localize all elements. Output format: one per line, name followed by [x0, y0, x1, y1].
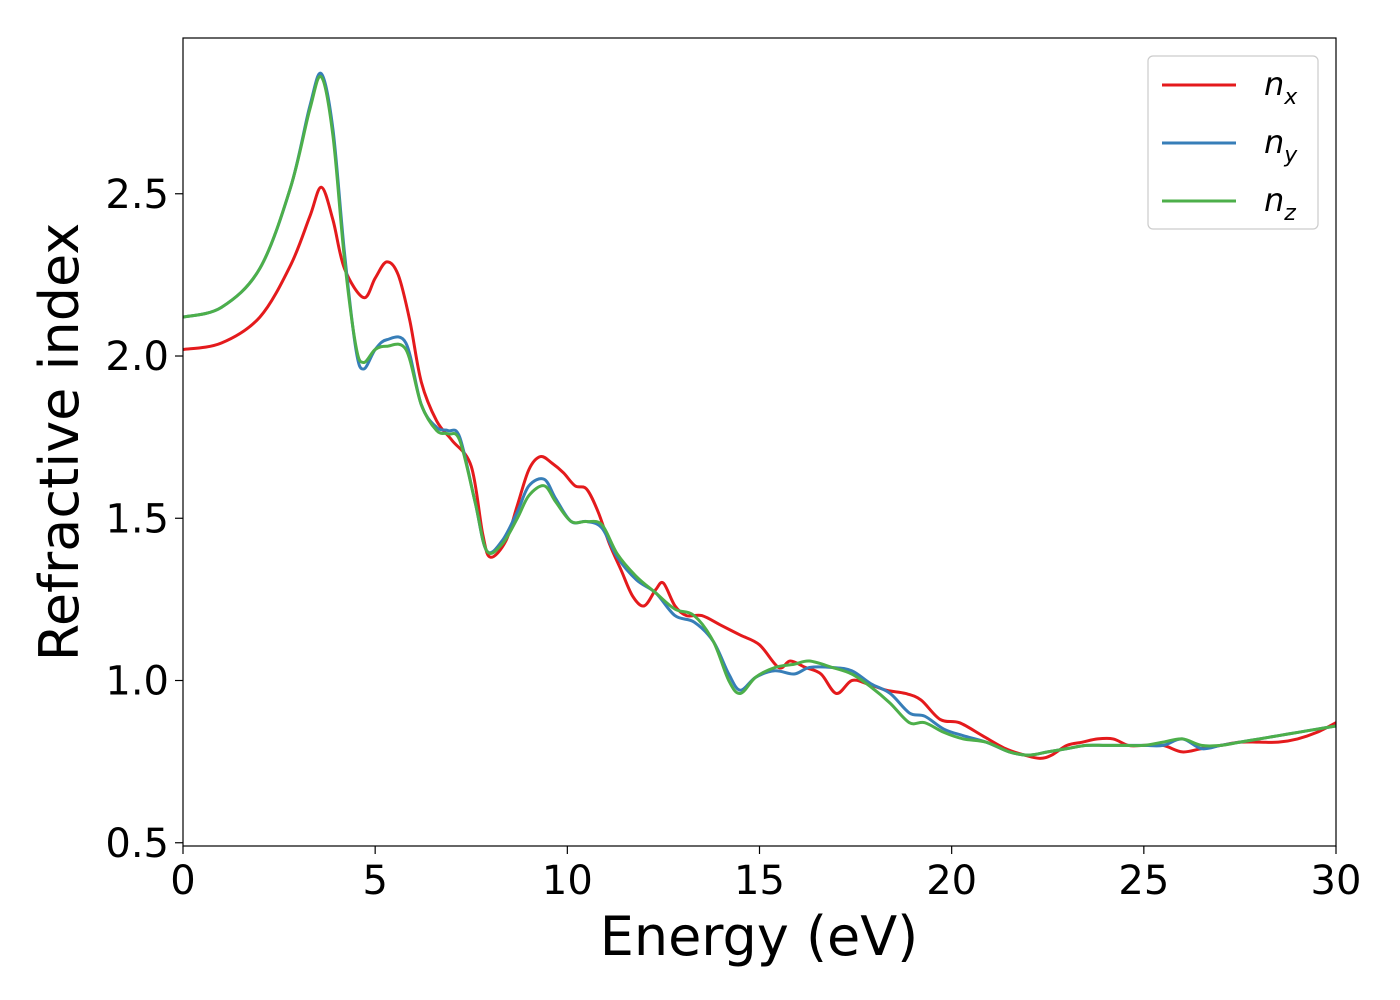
y-axis-ticks: 0.5 1.0 1.5 2.0 2.5	[105, 172, 183, 867]
x-axis-label: Energy (eV)	[600, 905, 919, 968]
x-tick-label: 5	[362, 858, 387, 904]
x-tick-label: 30	[1311, 858, 1362, 904]
x-tick-label: 25	[1118, 858, 1169, 904]
y-tick-label: 1.0	[105, 659, 169, 705]
y-tick-label: 2.0	[105, 334, 169, 380]
x-axis-ticks: 0 5 10 15 20 25 30	[170, 846, 1361, 904]
x-tick-label: 15	[734, 858, 785, 904]
x-tick-label: 20	[926, 858, 977, 904]
y-tick-label: 0.5	[105, 821, 169, 867]
x-tick-label: 10	[542, 858, 593, 904]
x-tick-label: 0	[170, 858, 195, 904]
y-tick-label: 2.5	[105, 172, 169, 218]
y-axis-label: Refractive index	[28, 223, 91, 662]
y-tick-label: 1.5	[105, 496, 169, 542]
